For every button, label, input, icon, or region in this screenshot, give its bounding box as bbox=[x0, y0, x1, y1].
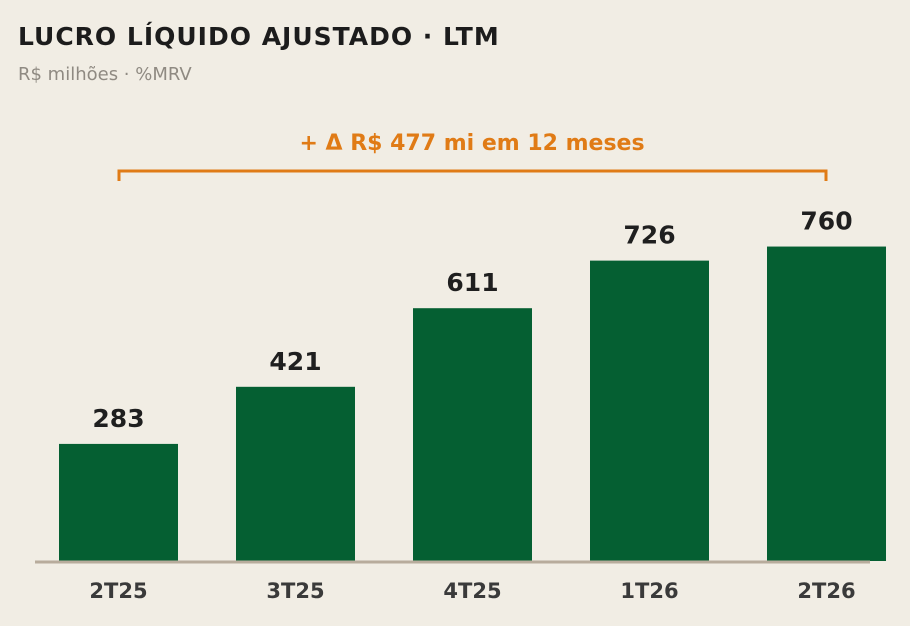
x-tick-label: 3T25 bbox=[266, 579, 324, 603]
value-label: 421 bbox=[269, 347, 321, 376]
bar bbox=[767, 246, 886, 562]
x-tick-label: 2T25 bbox=[89, 579, 147, 603]
annotation-bracket bbox=[117, 169, 828, 181]
chart-subtitle: R$ milhões · %MRV bbox=[18, 64, 192, 85]
x-tick-label: 2T26 bbox=[797, 579, 855, 603]
chart-title: LUCRO LÍQUIDO AJUSTADO · LTM bbox=[18, 22, 500, 51]
x-tick-label: 1T26 bbox=[620, 579, 678, 603]
value-label: 726 bbox=[623, 221, 675, 250]
annotation: + Δ R$ 477 mi em 12 meses bbox=[299, 131, 644, 156]
bar bbox=[590, 260, 709, 561]
bar bbox=[59, 443, 178, 561]
value-label: 283 bbox=[92, 404, 144, 433]
bar bbox=[413, 308, 532, 561]
value-label: 611 bbox=[446, 268, 498, 297]
bar bbox=[236, 386, 355, 561]
x-tick-label: 4T25 bbox=[443, 579, 501, 603]
value-label: 760 bbox=[800, 207, 852, 236]
